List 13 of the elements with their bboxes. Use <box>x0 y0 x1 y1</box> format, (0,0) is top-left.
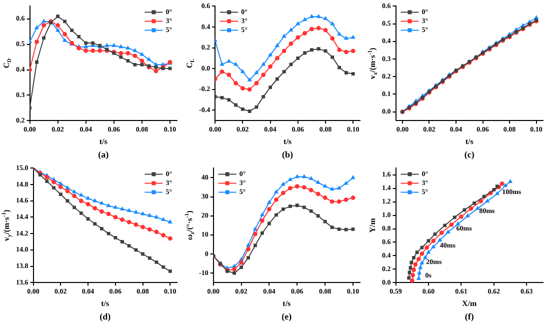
x-axis-title: X/m <box>462 299 478 308</box>
x-axis-title: t/s <box>101 299 110 308</box>
x-axis-title: t/s <box>99 137 108 146</box>
text: (e) <box>282 311 292 322</box>
text: (a) <box>98 149 109 160</box>
x-axis-title: t/s <box>465 137 474 146</box>
text: (c) <box>464 149 474 160</box>
x-axis-title: t/s <box>282 299 291 308</box>
text: (d) <box>100 311 111 322</box>
text: (b) <box>282 149 294 160</box>
y-axis-title: Y/m <box>368 218 378 233</box>
text: (f) <box>464 311 474 322</box>
x-axis-title: t/s <box>284 137 292 146</box>
